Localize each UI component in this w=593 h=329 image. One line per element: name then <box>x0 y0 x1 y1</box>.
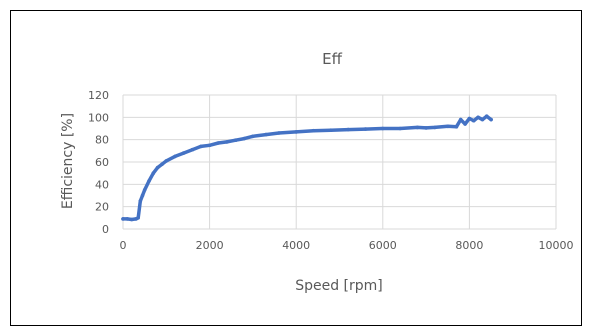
data-point <box>471 118 476 123</box>
series-line <box>121 114 493 222</box>
data-point <box>136 216 140 220</box>
data-point <box>476 115 480 120</box>
data-point <box>121 217 125 221</box>
data-point <box>329 128 333 132</box>
x-tick-label: 6000 <box>369 239 397 252</box>
data-point <box>467 116 472 121</box>
data-point <box>155 165 160 170</box>
data-point <box>129 217 134 222</box>
data-point <box>264 132 268 137</box>
y-tick-label: 40 <box>95 178 109 191</box>
data-point <box>199 144 203 149</box>
y-tick-label: 120 <box>88 89 109 102</box>
data-point <box>381 126 385 131</box>
data-point <box>463 122 467 126</box>
data-point <box>181 151 186 155</box>
chart-title: Eff <box>322 50 342 68</box>
x-tick-label: 8000 <box>455 239 483 252</box>
x-tick-label: 4000 <box>282 239 310 252</box>
data-point <box>164 159 169 163</box>
x-tick-label: 10000 <box>539 239 574 252</box>
data-point <box>363 127 368 131</box>
data-point <box>207 143 212 148</box>
data-point <box>458 117 463 122</box>
data-point <box>433 125 437 130</box>
data-point <box>233 138 238 142</box>
data-point <box>190 147 195 152</box>
data-point <box>346 127 351 132</box>
x-tick-label: 2000 <box>196 239 224 252</box>
data-point <box>294 130 299 134</box>
y-axis-title: Efficiency [%] <box>60 113 76 209</box>
data-point <box>142 188 147 192</box>
data-point <box>216 141 221 145</box>
series-layer <box>121 114 493 222</box>
data-point <box>251 134 255 139</box>
data-point <box>415 125 420 130</box>
y-tick-label: 100 <box>88 111 109 124</box>
data-point <box>454 125 459 129</box>
data-point <box>277 131 281 135</box>
data-point <box>151 171 156 175</box>
data-point <box>160 162 164 166</box>
data-point <box>173 154 177 159</box>
chart-frame <box>10 10 582 326</box>
data-point <box>446 124 450 129</box>
x-tick-label: 0 <box>120 239 127 252</box>
data-point <box>125 217 130 221</box>
data-point <box>311 128 316 133</box>
y-tick-label: 0 <box>102 223 109 236</box>
data-point <box>398 126 402 131</box>
data-point <box>480 117 485 122</box>
data-point <box>424 126 428 130</box>
data-point <box>140 193 145 198</box>
y-tick-label: 60 <box>95 156 109 169</box>
gridlines <box>122 94 557 230</box>
data-point <box>489 117 493 122</box>
y-tick-label: 20 <box>95 201 109 214</box>
data-point <box>138 199 143 203</box>
data-point <box>484 114 489 118</box>
tick-labels: 0 20 40 60 80 100 120 0 2000 4000 6000 8000 10000 <box>88 89 574 252</box>
data-point <box>147 179 151 183</box>
y-tick-label: 80 <box>95 134 109 147</box>
data-point <box>242 136 246 141</box>
x-axis-title: Speed [rpm] <box>295 278 383 294</box>
data-point <box>225 140 229 144</box>
